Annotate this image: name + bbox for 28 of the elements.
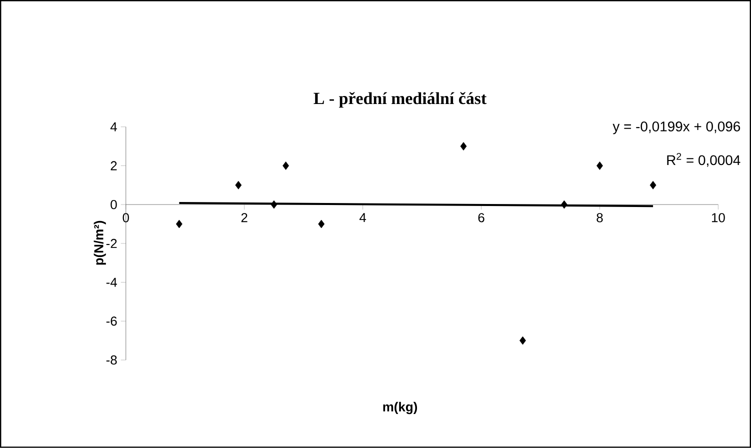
point: [176, 220, 182, 228]
y-tick-label: -4: [106, 278, 117, 287]
y-tick-label: 2: [110, 161, 117, 170]
point: [460, 142, 467, 151]
x-tick-label: 2: [241, 213, 248, 222]
x-tick-label: 4: [359, 213, 366, 222]
x-tick-label: 10: [712, 213, 725, 222]
x-tick-label: 6: [478, 213, 484, 222]
annotation: R$^{2}$ = 0,0004: [667, 153, 740, 167]
point: [520, 336, 526, 345]
y-tick-label: -6: [106, 316, 117, 326]
chart-title: L - přední mediální část: [314, 92, 487, 108]
x-tick-label: 0: [122, 213, 129, 222]
point: [650, 181, 656, 190]
y-tick-label: -2: [106, 238, 117, 248]
y-axis-title: p(N/m²): [94, 220, 106, 265]
x-axis-title: m(kg): [383, 402, 418, 414]
point: [318, 220, 325, 228]
annotation: y = -0,0199x + 0,096: [612, 122, 740, 134]
point: [596, 162, 603, 170]
point: [282, 162, 290, 170]
y-tick-label: 4: [110, 122, 117, 132]
point: [235, 181, 242, 190]
y-tick-label: -8: [106, 355, 117, 365]
y-tick-label: 0: [110, 200, 117, 210]
point: [560, 200, 568, 209]
point: [270, 200, 278, 209]
x-tick-label: 8: [596, 213, 603, 222]
